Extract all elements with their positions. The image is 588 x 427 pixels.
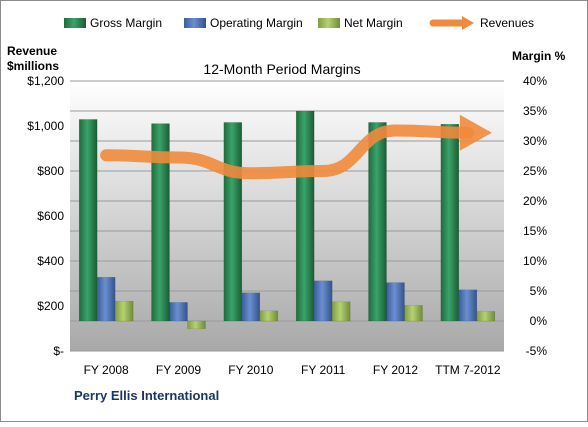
bar-gross-margin (296, 111, 314, 321)
right-axis-title: Margin % (512, 49, 566, 63)
right-tick-label: 5% (530, 284, 548, 298)
right-tick-label: 0% (530, 314, 548, 328)
left-tick-label: $200 (37, 299, 64, 313)
right-tick-label: 40% (523, 74, 547, 88)
bar-net-margin (260, 311, 278, 321)
left-tick-label: $1,200 (27, 74, 64, 88)
x-tick-label: FY 2010 (228, 363, 273, 377)
legend-item-gross-margin: Gross Margin (64, 16, 162, 30)
bar-operating-margin (314, 281, 332, 321)
plot-area (70, 81, 504, 351)
legend-swatch-operating-margin (184, 18, 206, 28)
right-tick-label: 20% (523, 194, 547, 208)
legend-label-gross-margin: Gross Margin (90, 16, 162, 30)
x-tick-label: TTM 7-2012 (435, 363, 501, 377)
company-name: Perry Ellis International (74, 388, 219, 403)
right-tick-label: 35% (523, 104, 547, 118)
legend-item-operating-margin: Operating Margin (184, 16, 303, 30)
right-tick-label: 25% (523, 164, 547, 178)
bar-operating-margin (242, 293, 260, 321)
bar-net-margin (332, 302, 350, 321)
bar-gross-margin (224, 122, 242, 321)
right-tick-label: 10% (523, 254, 547, 268)
right-tick-label: 15% (523, 224, 547, 238)
legend-label-revenues: Revenues (480, 16, 534, 30)
left-tick-label: $600 (37, 209, 64, 223)
right-tick-label: -5% (526, 344, 548, 358)
legend-label-net-margin: Net Margin (344, 16, 403, 30)
legend-swatch-gross-margin (64, 18, 86, 28)
bar-gross-margin (441, 124, 459, 321)
left-tick-label: $400 (37, 254, 64, 268)
bar-net-margin (405, 305, 423, 321)
bar-net-margin (477, 311, 495, 321)
chart-title: 12-Month Period Margins (203, 61, 360, 77)
left-axis-title-line1: Revenue (7, 44, 57, 58)
x-tick-label: FY 2011 (301, 363, 346, 377)
legend-swatch-net-margin (318, 18, 340, 28)
bar-net-margin (115, 301, 133, 321)
left-axis-title-line2: $millions (7, 59, 59, 73)
legend-label-operating-margin: Operating Margin (210, 16, 303, 30)
x-tick-label: FY 2009 (156, 363, 201, 377)
left-tick-label: $800 (37, 164, 64, 178)
bar-operating-margin (459, 290, 477, 321)
bar-gross-margin (369, 122, 387, 321)
bar-gross-margin (79, 119, 97, 321)
bar-operating-margin (170, 302, 188, 321)
bar-operating-margin (97, 277, 115, 321)
bar-operating-margin (387, 283, 405, 321)
legend: Gross Margin Operating Margin Net Margin… (64, 16, 534, 30)
left-tick-label: $- (53, 344, 64, 358)
right-tick-label: 30% (523, 134, 547, 148)
bar-net-margin (188, 321, 206, 329)
x-tick-label: FY 2012 (373, 363, 418, 377)
left-tick-label: $1,000 (27, 119, 64, 133)
x-tick-label: FY 2008 (84, 363, 129, 377)
legend-item-net-margin: Net Margin (318, 16, 403, 30)
